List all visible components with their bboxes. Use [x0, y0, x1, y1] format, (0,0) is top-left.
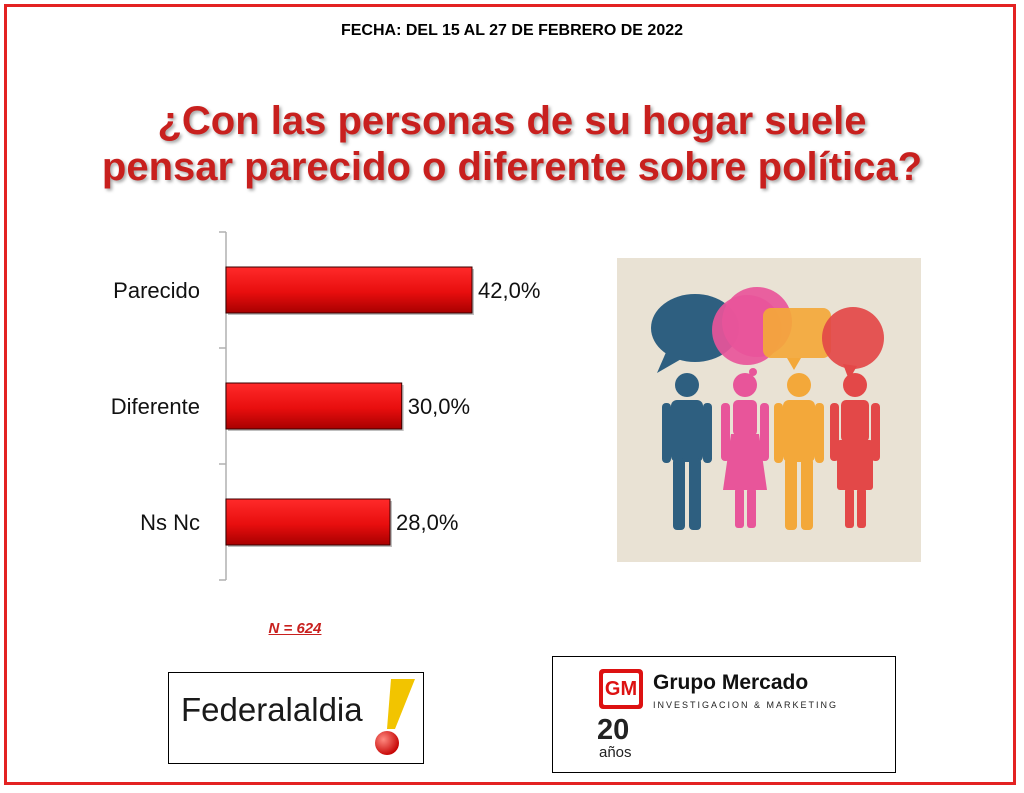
value-label: 30,0%	[408, 394, 470, 419]
bar-parecido	[225, 266, 473, 314]
speech-bubble-red-icon	[822, 307, 884, 380]
bar-ns-nc	[225, 498, 391, 546]
person-orange-icon	[774, 373, 824, 530]
gm-badge-icon: GM	[599, 669, 643, 709]
page-frame	[4, 4, 1016, 785]
federalaldia-logo-text: Federalaldia	[181, 691, 363, 728]
people-illustration	[617, 258, 921, 562]
title-line-1: ¿Con las personas de su hogar suele	[157, 99, 867, 143]
gm-subtitle: INVESTIGACION & MARKETING	[653, 700, 839, 710]
sample-size: N = 624	[268, 620, 322, 637]
federalaldia-logo: Federalaldia	[168, 672, 424, 764]
category-label: Parecido	[113, 278, 200, 303]
person-pink-icon	[721, 373, 769, 528]
value-label: 28,0%	[396, 510, 458, 535]
chart-title: ¿Con las personas de su hogar suele pens…	[0, 98, 1024, 190]
bar-chart: Parecido 42,0% Diferente 30,0% Ns Nc 28,0%	[111, 231, 540, 581]
value-label: 42,0%	[478, 278, 540, 303]
grupo-mercado-logo: GM Grupo Mercado INVESTIGACION & MARKETI…	[552, 656, 896, 773]
survey-date: FECHA: DEL 15 AL 27 DE FEBRERO DE 2022	[340, 22, 684, 39]
category-label: Diferente	[111, 394, 200, 419]
title-line-2: pensar parecido o diferente sobre políti…	[101, 145, 923, 189]
gm-years: 20	[597, 714, 630, 746]
gm-name: Grupo Mercado	[653, 671, 809, 694]
speech-bubble-orange-icon	[763, 308, 831, 370]
bar-diferente	[225, 382, 403, 430]
exclamation-logo-icon	[375, 679, 415, 755]
gm-years-word: años	[599, 744, 632, 761]
person-red-icon	[830, 373, 880, 528]
category-label: Ns Nc	[140, 510, 200, 535]
person-blue-icon	[662, 373, 712, 530]
